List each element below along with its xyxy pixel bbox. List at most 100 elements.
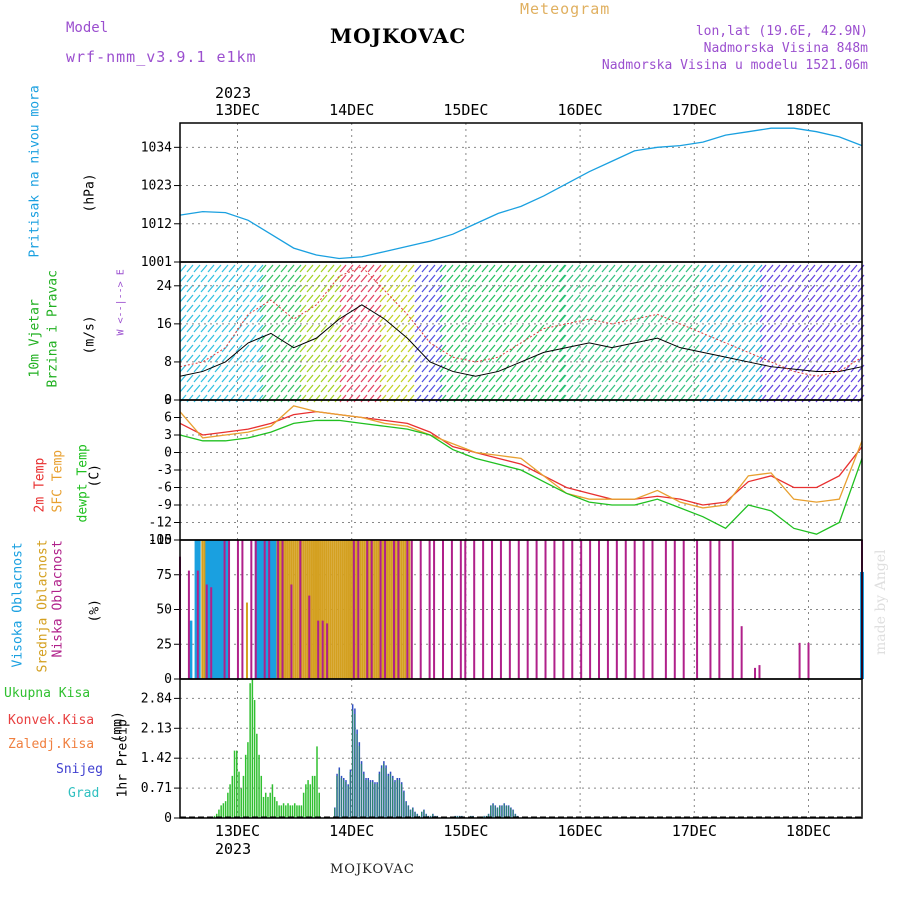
temp-line-1 <box>179 405 863 509</box>
wind-barb <box>759 294 767 303</box>
cloud-bar <box>201 540 204 679</box>
wind-barb <box>580 324 588 333</box>
precip-bar-mix <box>347 785 349 818</box>
wind-barb <box>801 354 809 363</box>
wind-barb <box>706 294 714 303</box>
wind-barb <box>400 264 408 273</box>
cloud-bar <box>241 540 244 679</box>
wind-barb <box>221 264 229 273</box>
wind-barb <box>313 294 321 303</box>
wind-barb <box>801 274 809 283</box>
wind-barb <box>446 324 454 333</box>
wind-barb <box>573 294 581 303</box>
wind-barb <box>615 324 623 333</box>
wind-barb <box>287 274 295 283</box>
wind-barb <box>193 304 201 313</box>
cloud-tick-label: 25 <box>156 637 172 652</box>
precip-bar-mix <box>336 775 338 818</box>
wind-barb <box>453 314 461 323</box>
cloud-bar <box>187 570 190 679</box>
wind-barb <box>256 284 264 293</box>
cloud-bar <box>379 540 382 679</box>
wind-barb <box>453 304 461 313</box>
wind-barb <box>801 264 809 273</box>
wind-barb <box>435 274 443 283</box>
precip-bar-mix <box>494 805 496 818</box>
wind-barb <box>759 304 767 313</box>
wind-barb <box>587 344 595 353</box>
wind-barb <box>829 274 837 283</box>
wind-barb <box>699 384 707 393</box>
wind-barb <box>829 314 837 323</box>
wind-barb <box>509 384 517 393</box>
wind-barb <box>587 324 595 333</box>
wind-barb <box>287 394 295 403</box>
wind-barb <box>601 324 609 333</box>
cloud-bar <box>394 540 397 679</box>
wind-barb <box>741 304 749 313</box>
wind-barb <box>339 384 347 393</box>
wind-barb <box>773 304 781 313</box>
wind-barb <box>214 334 222 343</box>
wind-barb <box>379 294 387 303</box>
wind-barb <box>179 304 187 313</box>
cloud-bar <box>428 540 431 679</box>
wind-barb <box>200 334 208 343</box>
wind-barb <box>280 294 288 303</box>
wind-barb <box>615 364 623 373</box>
precip-bar <box>244 754 247 818</box>
cloud-bar <box>221 540 226 679</box>
wind-barb <box>773 314 781 323</box>
wind-barb <box>320 384 328 393</box>
cloud-bar <box>286 540 289 679</box>
wind-barb <box>622 364 630 373</box>
wind-barb <box>727 324 735 333</box>
wind-barb <box>734 364 742 373</box>
wind-barb <box>346 264 354 273</box>
wind-barb <box>755 274 763 283</box>
wind-barb <box>488 294 496 303</box>
cloud-bar <box>321 620 324 679</box>
wind-barb <box>320 394 328 403</box>
wind-barb <box>720 394 728 403</box>
cloud-bar <box>290 584 293 679</box>
wind-barb <box>474 384 482 393</box>
wind-barb <box>559 384 567 393</box>
wind-barb <box>242 304 250 313</box>
panel-frame <box>179 678 863 819</box>
precip-bar <box>289 805 292 818</box>
wind-barb <box>759 354 767 363</box>
wind-barb <box>808 334 816 343</box>
wind-barb <box>193 314 201 323</box>
wind-barb <box>393 274 401 283</box>
wind-barb <box>699 314 707 323</box>
cloud-bar <box>642 540 645 679</box>
wind-barb <box>822 334 830 343</box>
wind-barb <box>435 344 443 353</box>
wind-barb <box>685 324 693 333</box>
wind-barb <box>594 304 602 313</box>
wind-barb <box>727 314 735 323</box>
wind-barb <box>801 284 809 293</box>
wind-barb <box>857 294 865 303</box>
wind-barb <box>435 324 443 333</box>
wind-barb <box>360 374 368 383</box>
wind-barb <box>179 274 187 283</box>
wind-barb <box>393 264 401 273</box>
wind-barb <box>815 344 823 353</box>
wind-barb <box>249 334 257 343</box>
wind-barb <box>460 314 468 323</box>
cloud-bar <box>323 540 326 679</box>
wind-barb <box>273 314 281 323</box>
wind-barb <box>509 304 517 313</box>
wind-barb <box>334 334 342 343</box>
wind-barb <box>299 294 307 303</box>
cloud-bar <box>371 540 374 679</box>
wind-barb <box>414 334 422 343</box>
cloud-bar <box>321 540 324 679</box>
wind-barb <box>773 374 781 383</box>
temp-tick-label: 6 <box>164 411 172 426</box>
wind-barb <box>678 384 686 393</box>
cloud-bar <box>296 540 299 679</box>
